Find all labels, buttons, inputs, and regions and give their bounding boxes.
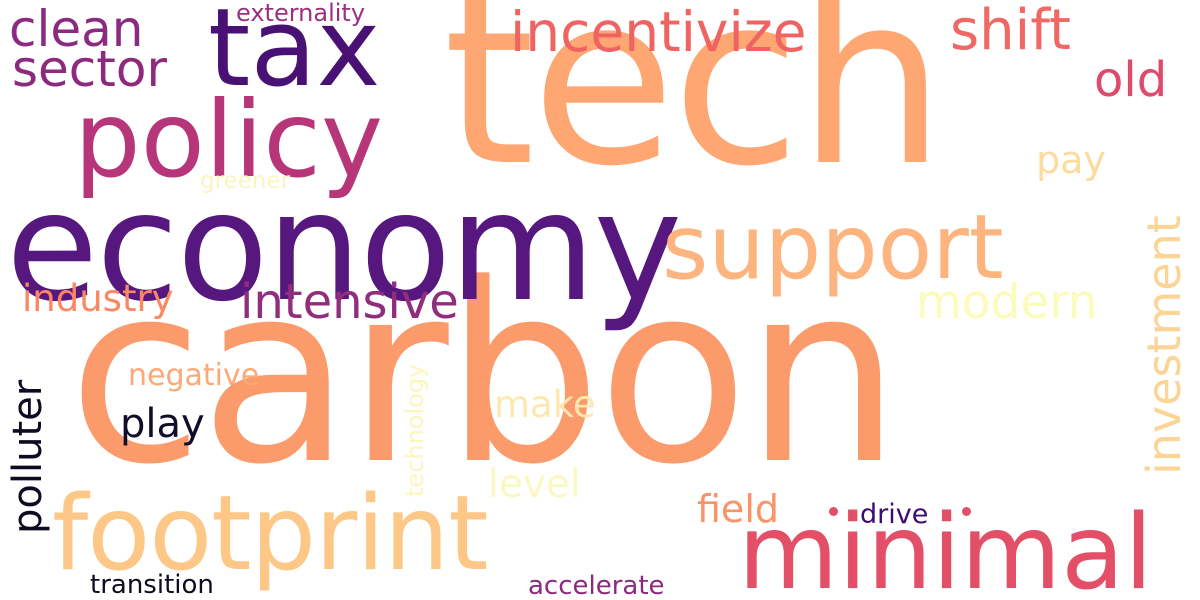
word-shift: shift — [950, 0, 1071, 63]
word-minimal: minimal — [738, 493, 1153, 600]
word-pay: pay — [1036, 138, 1106, 182]
dot-right — [962, 507, 971, 516]
word-clean: clean — [9, 0, 144, 58]
word-old: old — [1094, 52, 1168, 108]
word-play: play — [120, 401, 205, 447]
word-industry: industry — [22, 277, 174, 320]
word-level: level — [488, 462, 581, 507]
word-policy: policy — [74, 79, 384, 201]
word-footprint: footprint — [52, 474, 489, 594]
word-accelerate: accelerate — [528, 571, 665, 600]
word-drive: drive — [860, 499, 929, 530]
word-make: make — [494, 383, 596, 426]
word-polluter: polluter — [5, 379, 51, 534]
word-tax: tax — [208, 0, 381, 111]
word-intensive: intensive — [240, 274, 459, 330]
word-negative: negative — [128, 358, 260, 393]
word-externality: externality — [236, 0, 366, 27]
dot-left — [829, 507, 838, 516]
word-incentivize: incentivize — [510, 0, 807, 64]
word-field: field — [697, 487, 779, 531]
word-tech: tech — [443, 0, 946, 218]
word-modern: modern — [916, 275, 1098, 330]
word-transition: transition — [90, 570, 214, 600]
word-support: support — [662, 195, 1004, 299]
word-sector: sector — [12, 40, 168, 98]
word-carbon: carbon — [68, 232, 901, 519]
word-technology: technology — [401, 363, 429, 497]
word-investment: investment — [1137, 215, 1191, 475]
word-greener: greener — [200, 168, 291, 194]
word-economy: economy — [6, 161, 682, 335]
